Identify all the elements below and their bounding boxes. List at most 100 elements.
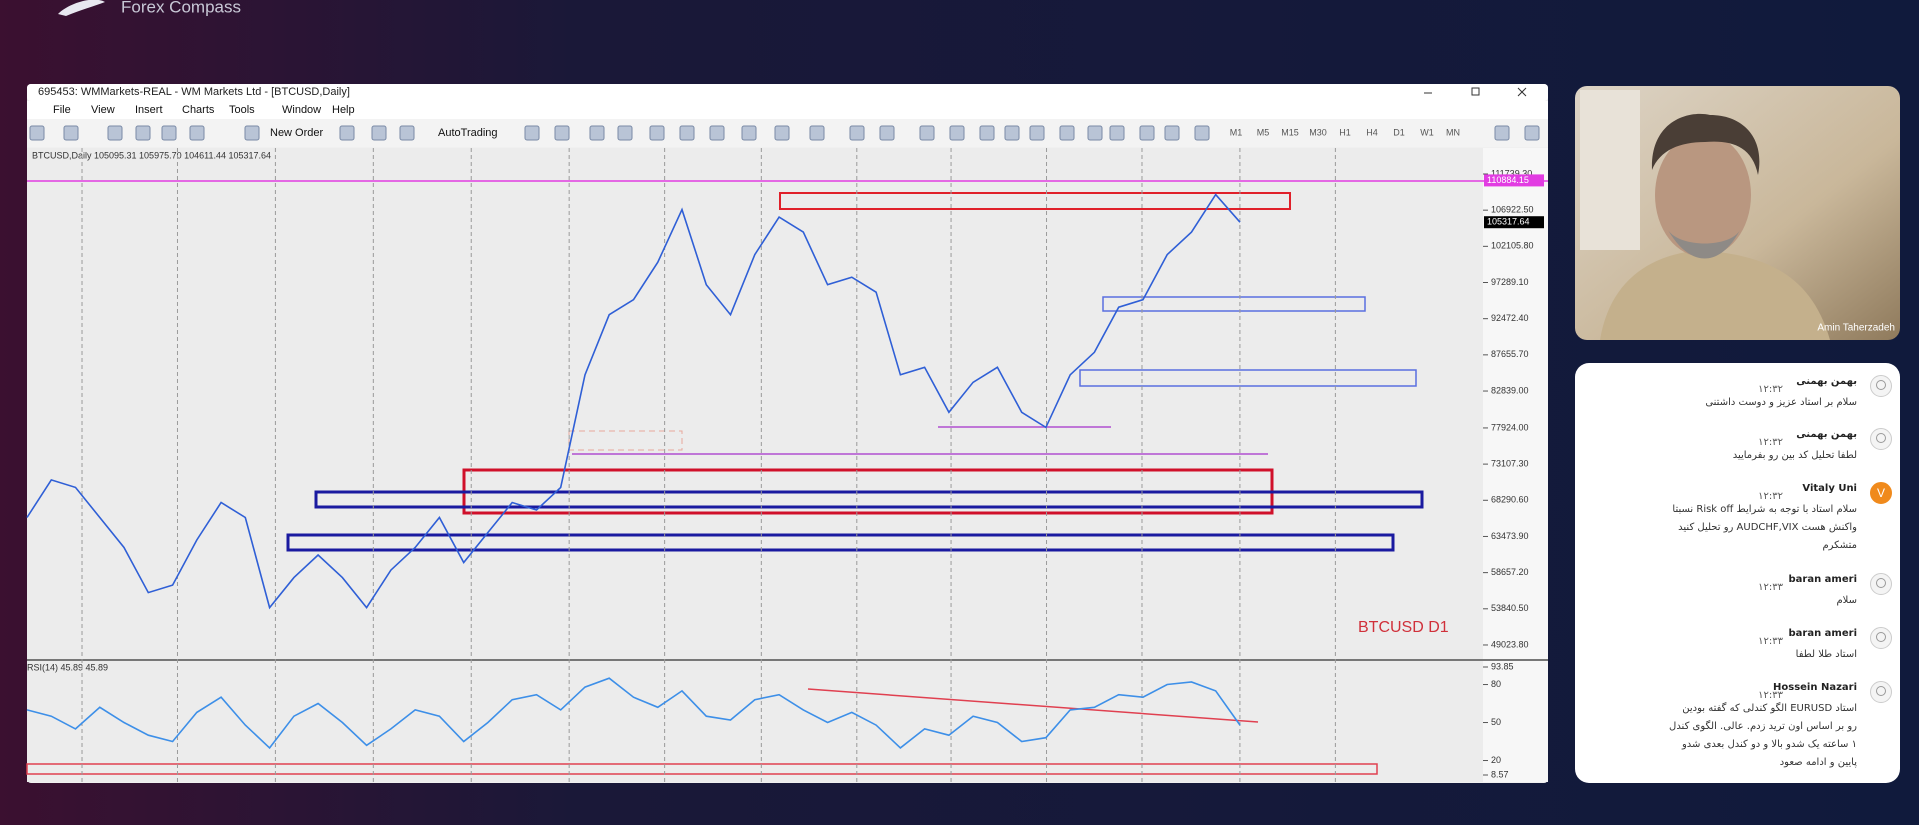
zone-box [568, 430, 683, 451]
toolbar-icon[interactable] [63, 125, 79, 141]
toolbar-icon[interactable] [339, 125, 355, 141]
toolbar-icon[interactable] [709, 125, 725, 141]
y-tick-label: 87655.70 [1491, 349, 1529, 359]
toolbar-icon[interactable] [979, 125, 995, 141]
toolbar-icon[interactable] [1494, 125, 1510, 141]
toolbar-icon[interactable] [135, 125, 151, 141]
toolbar-icon[interactable] [1059, 125, 1075, 141]
toolbar-icon[interactable] [649, 125, 665, 141]
toolbar-icon[interactable] [1004, 125, 1020, 141]
symbol-watermark: BTCUSD D1 [1358, 619, 1449, 636]
toolbar-icon[interactable] [774, 125, 790, 141]
y-tick-label: 97289.10 [1491, 277, 1529, 287]
chat-panel [1575, 363, 1900, 783]
toolbar-icon[interactable] [1109, 125, 1125, 141]
toolbar-icon[interactable] [849, 125, 865, 141]
timeframe-button[interactable]: H4 [1366, 127, 1378, 137]
toolbar-button[interactable]: AutoTrading [438, 127, 498, 139]
y-tick-label: 53840.50 [1491, 603, 1529, 613]
toolbar-icon[interactable] [244, 125, 260, 141]
video-panel: Amin Taherzadeh [1575, 86, 1900, 340]
toolbar-icon[interactable] [741, 125, 757, 141]
price-tag-label: 105317.64 [1487, 217, 1530, 227]
person-head [1655, 133, 1751, 257]
menu-item[interactable]: Window [282, 104, 321, 116]
chat-time: ۱۲:۳۳ [1758, 690, 1783, 701]
timeframe-button[interactable]: M15 [1281, 127, 1299, 137]
drawings [26, 180, 1548, 775]
price-line [26, 193, 1241, 610]
timeframe-button[interactable]: D1 [1393, 127, 1405, 137]
chat-author: baran ameri [1788, 574, 1858, 585]
toolbar-icon[interactable] [589, 125, 605, 141]
chat-text: سلام [1836, 595, 1857, 606]
toolbar-icon[interactable] [809, 125, 825, 141]
chat-text: ۱ ساعته یک شدو بالا و دو کندل بعدی شدو [1681, 739, 1857, 750]
menu-item[interactable]: File [53, 104, 71, 116]
chat-avatar [1870, 428, 1892, 450]
toolbar-icon[interactable] [617, 125, 633, 141]
toolbar-icon[interactable] [1087, 125, 1103, 141]
chat-text: سلام استاد با توجه به شرایط Risk off نسب… [1672, 504, 1857, 515]
toolbar-icon[interactable] [1194, 125, 1210, 141]
y-tick-label: 82839.00 [1491, 385, 1529, 395]
menu-item[interactable]: Help [332, 104, 355, 116]
toolbar-icon[interactable] [679, 125, 695, 141]
trend-line [807, 688, 1259, 723]
chat-author: Vitaly Uni [1802, 483, 1857, 494]
timeframe-button[interactable]: W1 [1420, 127, 1434, 137]
toolbar-icon[interactable] [161, 125, 177, 141]
toolbar-icon[interactable] [949, 125, 965, 141]
y-tick-label: 50 [1491, 717, 1501, 727]
toolbar-icon[interactable] [29, 125, 45, 141]
toolbar-icon[interactable] [399, 125, 415, 141]
menu-item[interactable]: Insert [135, 104, 163, 116]
toolbar-icon[interactable] [189, 125, 205, 141]
price-axis [1483, 148, 1548, 782]
y-tick-label: 80 [1491, 679, 1501, 689]
brand-name: Forex Compass [121, 0, 241, 16]
menu-item[interactable]: View [91, 104, 115, 116]
person-beard [1668, 230, 1740, 259]
zone-box [26, 763, 1378, 775]
timeframe-button[interactable]: M5 [1257, 127, 1270, 137]
timeframe-button[interactable]: M1 [1230, 127, 1243, 137]
rsi-line [26, 677, 1241, 750]
toolbar-icon[interactable] [1164, 125, 1180, 141]
window-controls[interactable] [1424, 87, 1527, 97]
chat-text: پایین و ادامه صعود [1779, 757, 1857, 768]
chat-avatar [1870, 681, 1892, 703]
chat-avatar [1870, 627, 1892, 649]
timeframe-button[interactable]: H1 [1339, 127, 1351, 137]
menu-item[interactable]: Tools [229, 104, 255, 116]
timeframe-button[interactable]: MN [1446, 127, 1460, 137]
toolbar-icon[interactable] [371, 125, 387, 141]
y-tick-label: 58657.20 [1491, 567, 1529, 577]
chat-avatar: V [1870, 482, 1892, 504]
y-tick-label: 68290.60 [1491, 495, 1529, 505]
chat-time: ۱۲:۳۳ [1758, 582, 1783, 593]
rsi-title: RSI(14) 45.89 45.89 [27, 662, 108, 672]
y-tick-label: 73107.30 [1491, 458, 1529, 468]
toolbar-icon[interactable] [1029, 125, 1045, 141]
price-tag [1484, 174, 1544, 187]
toolbar-icon[interactable] [524, 125, 540, 141]
toolbar-icon[interactable] [1524, 125, 1540, 141]
presenter-name: Amin Taherzadeh [1817, 323, 1895, 334]
chat-text: استاد طلا لطفا [1795, 649, 1857, 660]
zone-box [314, 490, 1424, 509]
toolbar-icon[interactable] [107, 125, 123, 141]
y-tick-label: 106922.50 [1491, 205, 1534, 215]
toolbar-icon[interactable] [879, 125, 895, 141]
chat-text: سلام بر استاد عزیز و دوست داشتنی [1705, 397, 1857, 408]
toolbar-icon[interactable] [554, 125, 570, 141]
timeframe-button[interactable]: M30 [1309, 127, 1327, 137]
y-tick-label: 102105.80 [1491, 241, 1534, 251]
toolbar-icon[interactable] [1139, 125, 1155, 141]
chart-info: BTCUSD,Daily 105095.31 105975.70 104611.… [32, 150, 271, 160]
toolbar-icon[interactable] [919, 125, 935, 141]
y-tick-label: 93.85 [1491, 661, 1514, 671]
menu-item[interactable]: Charts [182, 104, 215, 116]
toolbar-button[interactable]: New Order [270, 127, 324, 139]
